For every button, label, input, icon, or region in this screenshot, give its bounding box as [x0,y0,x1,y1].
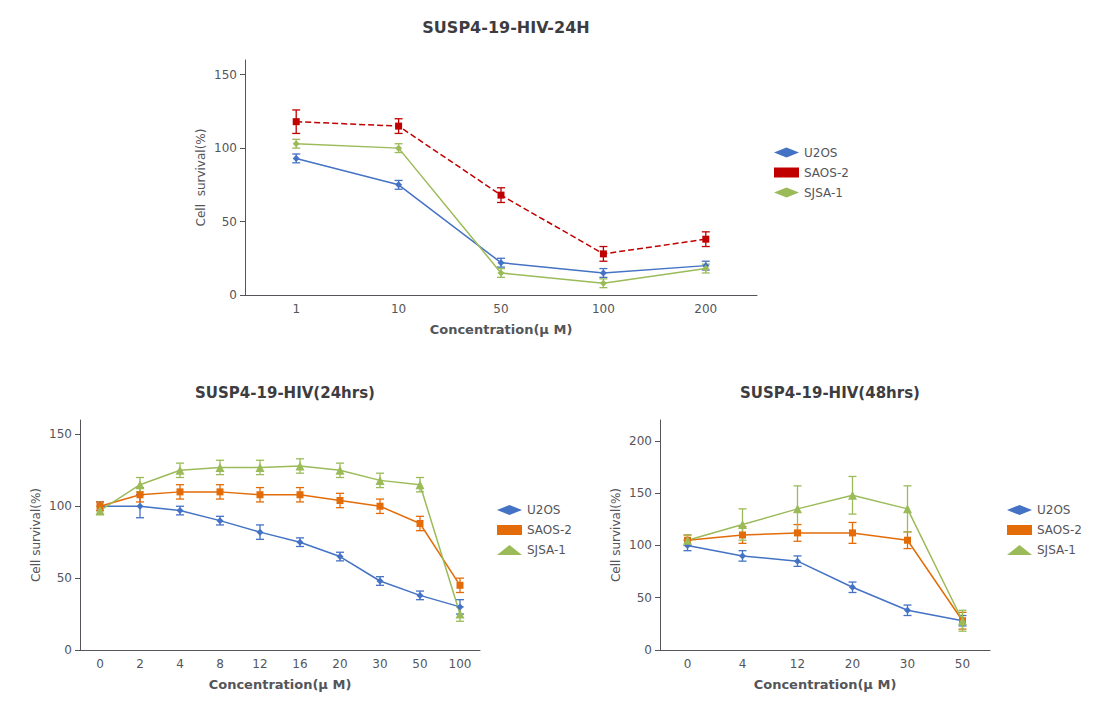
svg-text:Cell survival(%): Cell survival(%) [194,129,208,227]
svg-text:50: 50 [412,657,427,671]
svg-text:SJSA-1: SJSA-1 [1037,543,1076,557]
svg-text:50: 50 [57,571,72,585]
svg-text:U2OS: U2OS [804,146,837,160]
svg-text:SJSA-1: SJSA-1 [804,186,843,200]
svg-text:200: 200 [629,434,652,448]
svg-text:150: 150 [49,427,72,441]
svg-text:Cell survival(%): Cell survival(%) [29,488,43,582]
svg-text:100: 100 [49,499,72,513]
svg-text:10: 10 [391,302,406,316]
svg-text:U2OS: U2OS [527,503,560,517]
svg-text:12: 12 [252,657,267,671]
svg-text:0: 0 [229,288,237,302]
svg-text:50: 50 [493,302,508,316]
svg-text:20: 20 [845,657,860,671]
svg-text:0: 0 [96,657,104,671]
svg-text:30: 30 [372,657,387,671]
svg-text:200: 200 [694,302,717,316]
svg-text:0: 0 [64,643,72,657]
svg-text:0: 0 [644,643,652,657]
svg-text:SUSP4-19-HIV-24H: SUSP4-19-HIV-24H [422,18,589,37]
svg-text:100: 100 [214,141,237,155]
svg-text:12: 12 [790,657,805,671]
svg-text:30: 30 [900,657,915,671]
svg-text:Concentration(μ M): Concentration(μ M) [209,677,352,692]
svg-text:150: 150 [629,486,652,500]
svg-text:SUSP4-19-HIV(24hrs): SUSP4-19-HIV(24hrs) [195,384,375,402]
svg-text:100: 100 [449,657,472,671]
svg-text:1: 1 [292,302,300,316]
svg-text:Concentration(μ M): Concentration(μ M) [430,322,573,337]
svg-text:16: 16 [292,657,307,671]
svg-text:0: 0 [684,657,692,671]
svg-text:SAOS-2: SAOS-2 [804,166,849,180]
svg-text:4: 4 [739,657,747,671]
svg-text:50: 50 [637,591,652,605]
svg-text:100: 100 [592,302,615,316]
svg-text:SAOS-2: SAOS-2 [1037,523,1082,537]
svg-text:150: 150 [214,68,237,82]
svg-text:SJSA-1: SJSA-1 [527,543,566,557]
svg-text:50: 50 [222,215,237,229]
svg-text:20: 20 [332,657,347,671]
svg-text:SUSP4-19-HIV(48hrs): SUSP4-19-HIV(48hrs) [740,384,920,402]
svg-text:Cell survival(%): Cell survival(%) [609,488,623,582]
svg-text:Concentration(μ M): Concentration(μ M) [754,677,897,692]
svg-text:SAOS-2: SAOS-2 [527,523,572,537]
svg-text:8: 8 [216,657,224,671]
svg-text:4: 4 [176,657,184,671]
svg-text:50: 50 [955,657,970,671]
svg-text:100: 100 [629,538,652,552]
svg-text:2: 2 [136,657,144,671]
svg-text:U2OS: U2OS [1037,503,1070,517]
